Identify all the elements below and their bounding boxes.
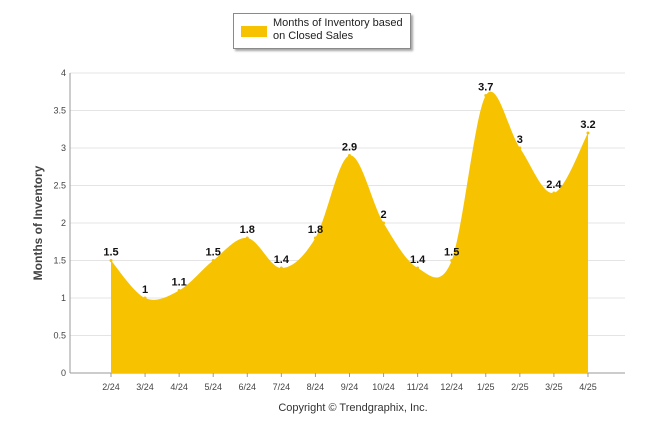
data-point <box>382 221 386 225</box>
data-label: 3 <box>517 134 523 146</box>
data-point <box>279 266 283 270</box>
legend: Months of Inventory based on Closed Sale… <box>233 13 411 49</box>
x-tick-label: 8/24 <box>307 382 325 392</box>
data-label: 1.5 <box>206 247 221 259</box>
x-tick-label: 6/24 <box>239 382 257 392</box>
data-label: 2.9 <box>342 142 357 154</box>
y-tick-label: 3.5 <box>53 106 66 116</box>
x-tick-label: 9/24 <box>341 382 359 392</box>
data-point <box>177 289 181 292</box>
data-label: 1.5 <box>444 247 459 259</box>
data-point <box>484 94 488 97</box>
x-tick-label: 4/25 <box>579 382 597 392</box>
y-tick-label: 1.5 <box>53 256 66 266</box>
x-tick-label: 4/24 <box>170 382 188 392</box>
x-tick-label: 7/24 <box>273 382 291 392</box>
y-axis-title: Months of Inventory <box>31 165 45 280</box>
y-tick-label: 3 <box>61 143 66 153</box>
data-label: 1.1 <box>171 277 186 289</box>
data-point <box>552 191 556 195</box>
data-label: 1 <box>142 284 148 296</box>
data-label: 1.5 <box>103 247 118 259</box>
data-point <box>347 154 351 157</box>
x-tick-label: 2/25 <box>511 382 529 392</box>
y-tick-label: 1 <box>61 293 66 303</box>
x-tick-label: 12/24 <box>440 382 463 392</box>
data-label: 3.2 <box>580 119 595 131</box>
x-tick-label: 11/24 <box>407 382 429 392</box>
series-area <box>111 91 588 373</box>
x-tick-label: 10/24 <box>372 382 395 392</box>
data-point <box>416 266 420 270</box>
data-label: 2 <box>380 209 386 221</box>
legend-swatch <box>241 26 267 37</box>
data-point <box>450 259 454 262</box>
x-tick-label: 1/25 <box>477 382 495 392</box>
x-tick-label: 3/25 <box>545 382 563 392</box>
data-point <box>109 259 113 262</box>
data-label: 1.4 <box>410 254 426 266</box>
x-tick-label: 3/24 <box>136 382 154 392</box>
x-tick-label: 2/24 <box>102 382 120 392</box>
data-point <box>245 236 249 240</box>
y-tick-label: 2 <box>61 218 66 228</box>
data-label: 3.7 <box>478 82 493 94</box>
data-label: 1.8 <box>308 224 323 236</box>
data-label: 2.4 <box>546 179 562 191</box>
data-point <box>211 259 215 262</box>
y-tick-label: 0 <box>61 368 66 378</box>
y-tick-label: 2.5 <box>53 181 66 191</box>
y-tick-label: 0.5 <box>53 331 66 341</box>
copyright-text: Copyright © Trendgraphix, Inc. <box>278 402 428 414</box>
y-tick-label: 4 <box>61 68 66 78</box>
legend-label: Months of Inventory based on Closed Sale… <box>273 17 403 42</box>
data-point <box>143 296 147 300</box>
x-tick-label: 5/24 <box>204 382 222 392</box>
data-point <box>586 131 590 135</box>
data-label: 1.4 <box>274 254 290 266</box>
data-point <box>518 146 522 150</box>
data-label: 1.8 <box>240 224 255 236</box>
data-point <box>313 236 317 240</box>
